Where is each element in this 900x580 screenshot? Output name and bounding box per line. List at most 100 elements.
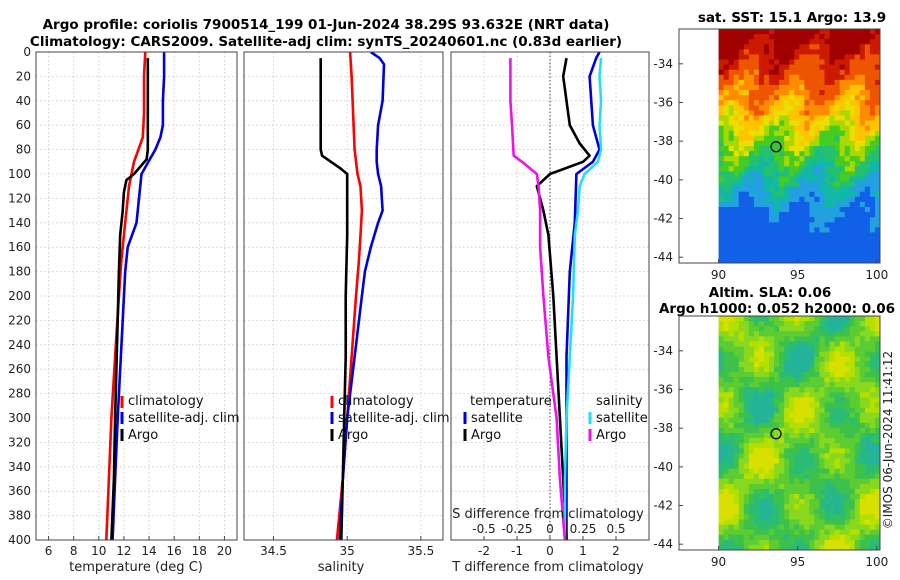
sla-cell [799,453,805,459]
sst-cell [718,140,725,147]
sla-cell [854,433,861,439]
sst-cell [869,90,876,96]
sst-cell [779,222,785,228]
sla-cell [774,468,780,475]
sla-cell [728,448,735,454]
sla-cell [839,539,846,546]
sla-cell [769,402,775,408]
sst-cell [728,120,735,127]
sla-cell [799,351,805,358]
sla-cell [799,488,805,495]
sst-cell [779,146,785,152]
sst-cell [834,105,841,111]
sla-cell [774,361,780,368]
sst-cell [794,212,800,218]
sst-cell [824,237,830,244]
sst-cell [864,217,871,223]
sla-cell [814,539,820,546]
sla-cell [839,382,846,388]
sst-cell [834,191,841,198]
sla-cell [774,341,780,347]
sla-cell [723,514,730,520]
sst-cell [779,34,785,40]
sla-cell [763,392,770,398]
sst-cell [763,171,770,177]
sla-cell [844,382,851,388]
sst-cell [834,39,841,45]
sst-cell [814,201,820,208]
sla-cell [804,478,810,485]
sla-cell [738,534,745,541]
sst-cell [743,247,750,254]
x-tick-label: 16 [167,544,182,558]
sst-cell [753,120,760,127]
sst-cell [743,217,750,223]
sst-cell [864,212,871,218]
sst-cell [859,130,866,137]
sst-cell [774,39,780,45]
sla-cell [743,387,750,393]
sla-cell [864,316,871,322]
sla-cell [758,316,765,322]
sst-cell [753,161,760,167]
sla-cell [864,443,871,449]
sst-cell [763,44,770,50]
sla-cell [844,438,851,444]
sst-cell [763,115,770,121]
sla-cell [753,422,760,429]
sst-cell [748,69,755,76]
sst-cell [789,110,795,116]
sst-cell [779,176,785,183]
sla-cell [748,346,755,353]
sla-cell [844,316,851,322]
sst-cell [769,151,775,157]
sla-cell [718,509,725,515]
sst-cell [753,237,760,244]
sla-cell [728,387,735,393]
sst-cell [864,242,871,249]
sla-cell [728,382,735,388]
sla-cell [779,361,785,368]
sla-cell [743,422,750,429]
sla-cell [733,387,740,393]
sla-cell [819,392,825,398]
sla-cell [874,326,881,332]
sst-cell [723,105,730,111]
sla-cell [814,326,820,332]
sla-cell [794,346,800,353]
sst-cell [854,49,861,55]
sst-cell [738,176,745,183]
sst-cell [758,166,765,172]
sla-cell [854,341,861,347]
sla-cell [784,453,790,459]
sst-cell [844,120,851,127]
sst-cell [874,135,881,142]
sla-cell [824,356,830,363]
sla-cell [758,458,765,464]
sla-cell [758,463,765,470]
sst-cell [819,212,825,218]
sla-cell [753,453,760,459]
sst-cell [819,247,825,254]
sst-cell [839,237,846,244]
sla-cell [834,371,841,378]
sla-cell [753,494,760,500]
sla-cell [809,438,815,444]
sla-cell [728,433,735,439]
sla-cell [784,356,790,363]
sst-cell [753,207,760,213]
sla-cell [864,478,871,485]
sst-cell [864,232,871,238]
sla-cell [718,529,725,536]
sla-cell [869,326,876,332]
sla-cell [804,483,810,490]
sst-cell [794,252,800,259]
sst-cell [839,227,846,233]
sst-cell [723,181,730,188]
sla-map-title-line2: Argo h1000: 0.052 h2000: 0.06 [659,301,895,317]
sst-cell [869,49,876,55]
sla-cell [774,453,780,459]
sst-cell [784,166,790,172]
sst-cell [743,125,750,132]
sla-cell [753,412,760,419]
